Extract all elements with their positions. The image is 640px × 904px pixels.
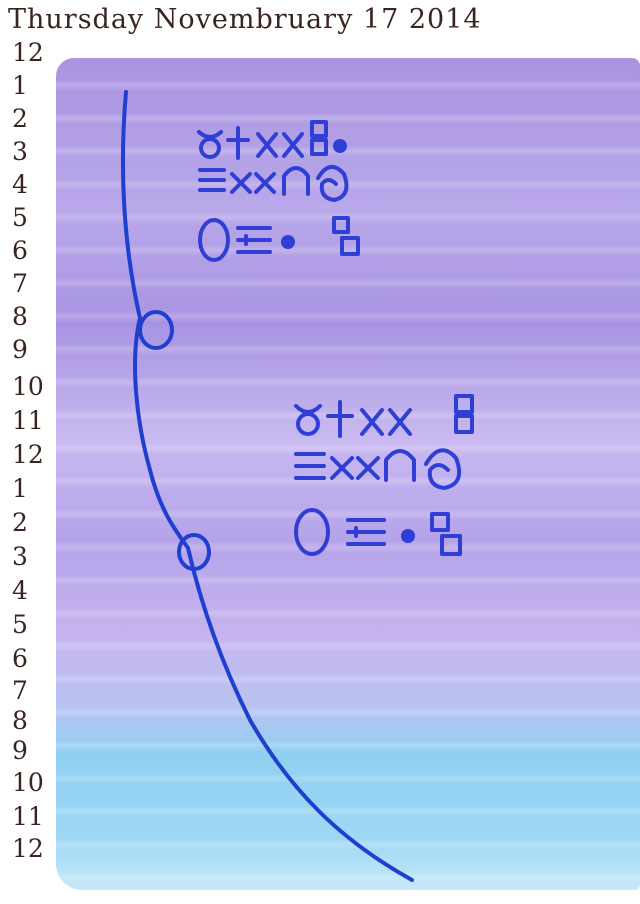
x-glyph [256,132,278,158]
hour-label: 5 [12,203,28,232]
hour-label: 3 [12,542,28,571]
glyph-drawing [197,120,360,262]
hour-label: 8 [12,302,28,331]
spiral-glyph [424,448,461,490]
x-glyph [356,456,380,480]
hour-label: 4 [12,170,28,199]
taurus-glyph [197,130,223,159]
arch-glyph [384,449,416,482]
hour-label: 11 [12,802,44,831]
cross-glyph [326,400,354,438]
cross-glyph [226,126,250,160]
x-glyph [282,132,304,158]
arch-glyph [282,166,310,196]
box-pair-glyph [332,216,360,256]
boxed-bar-glyph [346,518,386,546]
x-glyph [330,456,354,480]
x-glyph [230,172,252,194]
x-glyph [254,172,276,194]
hour-label: 10 [12,768,44,797]
hour-label: 9 [12,335,28,364]
dot-glyph [333,139,347,153]
hour-label: 1 [12,474,28,503]
box-pair-glyph [310,120,328,156]
x-glyph [360,408,384,436]
hour-label: 8 [12,706,28,735]
hour-label: 9 [12,736,28,765]
taurus-glyph [294,404,322,436]
glyph-drawing [294,394,474,556]
hour-label: 10 [12,372,44,401]
hour-label: 2 [12,508,28,537]
hour-label: 6 [12,644,28,673]
hour-label: 7 [12,676,28,705]
hour-label: 3 [12,137,28,166]
hour-label: 4 [12,576,28,605]
hour-label-column: 12 1 2 3 4 5 6 7 8 9 10 11 12 1 2 3 4 5 … [0,38,60,863]
spiral-glyph [316,165,349,202]
hour-label: 1 [12,71,28,100]
hour-label: 12 [12,834,44,863]
timeline-loop [177,533,211,571]
page-title: Thursday Novembruary 17 2014 [8,4,482,35]
x-glyph [388,408,412,436]
hour-label: 2 [12,104,28,133]
hour-label: 12 [12,440,44,469]
box-pair-glyph [430,512,462,556]
timeline-line [120,90,414,882]
hour-label: 12 [12,38,44,67]
hour-label: 6 [12,236,28,265]
hour-label: 11 [12,406,44,435]
oval-glyph [294,508,330,556]
dot-glyph [401,529,415,543]
boxed-bar-glyph [236,226,272,254]
triple-bar-glyph [198,168,226,192]
glyph-set-2 [292,392,492,572]
hour-label: 5 [12,610,28,639]
triple-bar-glyph [294,452,326,480]
box-pair-glyph [454,394,474,434]
glyph-set-1 [196,118,396,278]
dot-glyph [281,235,295,249]
oval-glyph [198,218,230,262]
timeline-loop [138,310,174,350]
hour-label: 7 [12,269,28,298]
